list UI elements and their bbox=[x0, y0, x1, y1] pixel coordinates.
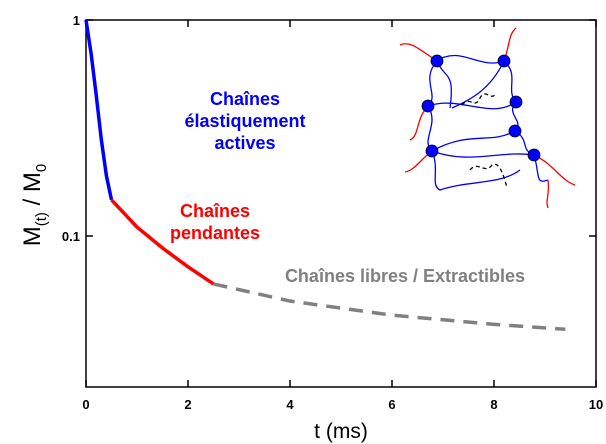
y-axis-label: M(t) / M0 bbox=[19, 164, 50, 247]
x-tick-label: 0 bbox=[82, 397, 89, 412]
x-axis-label: t (ms) bbox=[314, 420, 368, 443]
y-tick-label: 0.1 bbox=[62, 229, 80, 244]
y-label-part: / M bbox=[19, 172, 46, 212]
y-label-part: M bbox=[19, 226, 46, 246]
y-tick-label: 1 bbox=[73, 13, 80, 28]
x-tick-label: 6 bbox=[388, 397, 395, 412]
plot-frame bbox=[85, 19, 597, 388]
y-label-part: (t) bbox=[33, 212, 50, 226]
x-tick-label: 10 bbox=[589, 397, 603, 412]
line-series bbox=[84, 19, 114, 201]
series-annotation: Chaînes pendantes bbox=[169, 201, 261, 243]
x-tick-label: 8 bbox=[490, 397, 497, 412]
y-label-part: 0 bbox=[33, 164, 50, 172]
line-series bbox=[110, 198, 215, 286]
series-annotation: Chaînes libres / Extractibles bbox=[284, 266, 526, 286]
x-tick-label: 4 bbox=[286, 397, 294, 412]
x-tick-label: 2 bbox=[184, 397, 191, 412]
network-diagram bbox=[399, 27, 576, 209]
line-series bbox=[213, 282, 566, 332]
series-annotation: Chaînes élastiquement actives bbox=[184, 89, 306, 153]
